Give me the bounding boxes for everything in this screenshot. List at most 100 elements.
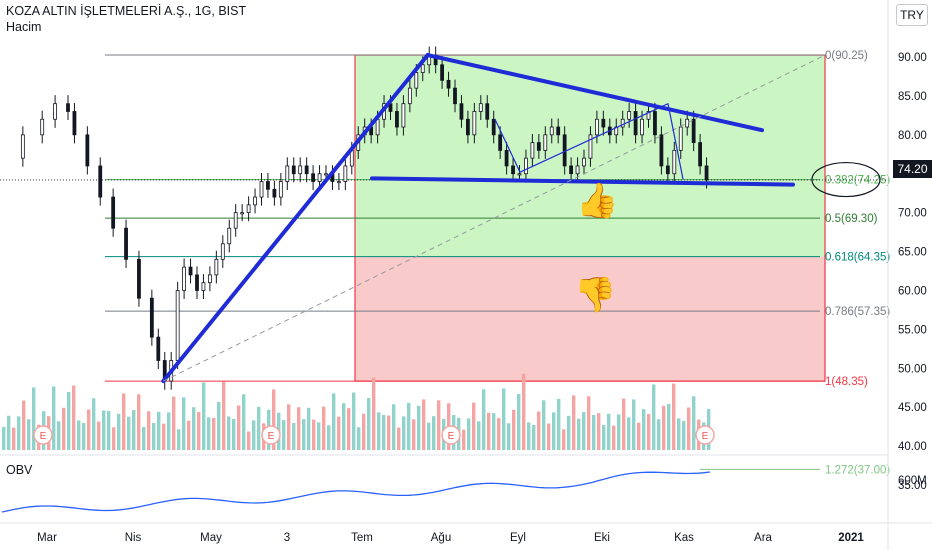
candle-body [472,111,477,136]
candle-body [653,111,657,136]
volume-bar [622,398,626,450]
earnings-marker-circle[interactable] [33,425,53,445]
candle-body [414,72,419,89]
x-tick-label: 3 [284,532,290,544]
support-line[interactable] [370,176,795,187]
fib-label-0.382: 0.382(74.25) [825,175,890,187]
volume-bar [32,387,36,450]
volume-bar [327,425,331,450]
candle-body [704,165,709,181]
volume-bar [597,413,601,450]
candle-body [678,126,683,151]
earnings-marker-circle[interactable] [441,425,461,445]
candle-body [582,157,586,167]
volume-bar [517,394,521,450]
y-tick-label: 65.00 [898,247,927,259]
candle-body [543,134,548,151]
earnings-marker-label[interactable]: E [702,431,709,442]
volume-bar [252,420,256,450]
candle-body [453,87,457,105]
volume-bar [537,411,541,450]
volume-bar [157,411,161,450]
candle-body [420,64,425,73]
volume-bar [437,400,441,450]
volume-bar [52,386,56,450]
earnings-marker-label[interactable]: E [40,431,47,442]
circle-annotation[interactable] [811,161,881,198]
volume-bar [152,423,156,450]
volume-bar [132,410,136,450]
fib-levels: 0(90.25) 0.382(74.25) 0.5(69.30) 0.618(64.3… [0,50,890,476]
candle-body [220,243,225,260]
volume-bar [367,398,371,450]
volume-bar [322,406,326,450]
candle-body [259,181,264,198]
volume-bar [287,404,291,450]
uptrend-line[interactable] [161,53,430,384]
candle-body [633,111,638,136]
x-tick-label: 2021 [838,532,864,544]
earnings-marker-label[interactable]: E [448,431,455,442]
fib-label-1: 1(48.35) [825,376,868,388]
volume-bar [282,420,286,450]
volume-bar [257,406,261,450]
candle-body [317,173,322,182]
candle-body [485,103,490,120]
volume-bar [657,419,661,450]
volume-bar [297,407,301,450]
volume-bar [97,421,101,450]
currency-button[interactable]: TRY [896,4,928,26]
x-tick-label: May [200,532,222,544]
volume-bar [347,408,351,450]
fib-trend-dashed[interactable] [163,54,826,382]
candle-body [511,165,515,175]
x-tick-label: Ara [754,532,773,544]
candle-body [291,165,296,175]
candle-body [401,103,406,128]
candle-body [311,173,316,182]
volume-bar [127,416,131,450]
candle-body [646,111,651,120]
y-tick-label: 70.00 [898,208,927,220]
volume-bar [142,427,146,450]
candle-body [98,165,103,198]
volume-bar [242,394,246,450]
upper-wedge-line[interactable] [425,53,764,133]
earnings-marker-circle[interactable] [695,425,715,445]
candle-body [685,118,690,128]
wedge-lines[interactable] [494,102,684,180]
volume-bar [532,425,536,450]
y-tick-label: 35.00 [898,480,927,492]
volume-bar [667,404,671,450]
volume-bar [562,429,566,450]
volume-bar [577,418,581,450]
volume-bar [482,389,486,450]
earnings-marker-label[interactable]: E [268,431,275,442]
fib-label-0.786: 0.786(57.35) [825,306,890,318]
volume-bar [122,393,126,450]
candle-body [478,103,483,112]
y-tick-label: 40.00 [898,441,927,453]
earnings-marker-circle[interactable] [261,425,281,445]
candle-body [575,165,580,175]
fib-label-0.5: 0.5(69.30) [825,213,878,225]
volume-bar [612,425,616,450]
volume-bar [692,396,696,450]
volume-indicator-label[interactable]: Hacim [6,20,42,34]
candle-body [272,188,277,198]
volume-bar [207,417,211,450]
volume-bar [617,414,621,450]
candle-body [504,149,509,167]
obv-indicator-label[interactable]: OBV [6,463,33,477]
volume-bar [682,421,686,450]
volume-bar [7,415,11,450]
volume-bar [112,427,116,450]
volume-bar [162,423,166,450]
volume-bar [307,407,311,450]
time-axis: Mar Nis May 3 Tem Ağu Eyl Eki Kas Ara 2021 [37,532,864,544]
candle-body [137,258,141,299]
candle-body [672,149,677,175]
volume-bar [357,427,361,450]
